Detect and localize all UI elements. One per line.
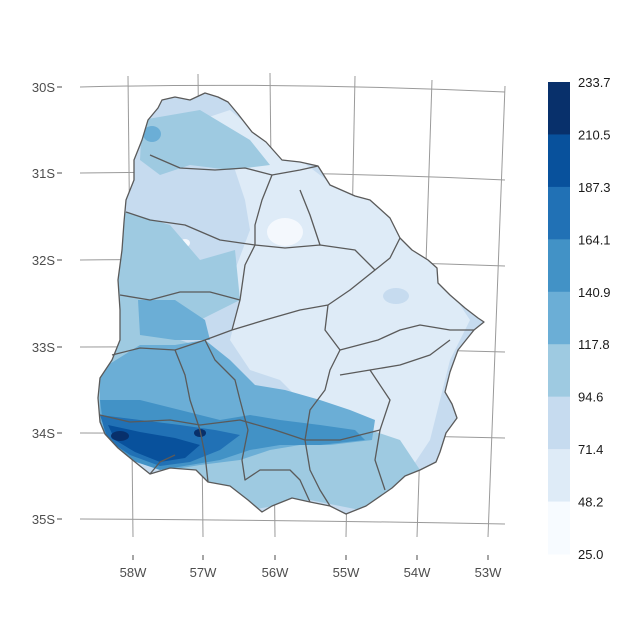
legend-swatch [548, 186, 570, 240]
lat-tick-label: 30S [32, 80, 55, 95]
graticule-line-35s [79, 518, 506, 525]
legend-break-label: 210.5 [578, 127, 611, 142]
contour-field [98, 93, 484, 514]
longitude-axis: 58W 57W 56W 55W 54W 53W [120, 555, 502, 580]
dept-boundary [174, 349, 201, 431]
legend-break-label: 233.7 [578, 75, 611, 90]
legend-swatch [548, 134, 570, 188]
lon-tick-label: 57W [190, 565, 217, 580]
legend-break-label: 117.8 [578, 337, 610, 352]
dept-boundary [299, 189, 321, 246]
legend-break-label: 71.4 [578, 442, 603, 457]
lon-tick-label: 55W [333, 565, 360, 580]
lon-tick-label: 58W [120, 565, 147, 580]
lon-tick-label: 53W [475, 565, 502, 580]
dept-boundary [304, 349, 341, 441]
legend-break-label: 94.6 [578, 390, 603, 405]
contour-band-48-71 [200, 110, 470, 470]
legend-swatch [548, 239, 570, 293]
legend-break-label: 25.0 [578, 547, 603, 562]
department-boundaries [97, 92, 485, 515]
dept-boundary [119, 291, 241, 301]
contour-band-117-140 [383, 288, 409, 304]
lat-tick-label: 31S [32, 166, 55, 181]
contour-band-187-210 [108, 425, 200, 462]
legend-swatch [548, 449, 570, 503]
contour-band-210-233 [111, 431, 129, 441]
legend-swatch [548, 291, 570, 345]
lat-tick-label: 34S [32, 426, 55, 441]
dept-boundary [304, 439, 331, 507]
graticule-line-53w [487, 85, 506, 538]
legend-break-label: 164.1 [578, 232, 611, 247]
graticule-line-30s [79, 84, 506, 93]
legend-swatch [548, 396, 570, 450]
country-outline [97, 92, 485, 515]
dept-boundary [339, 339, 451, 376]
contour-band-94-117 [140, 110, 270, 175]
dept-boundary [199, 429, 209, 483]
dept-boundary [125, 211, 256, 246]
dept-boundary [241, 429, 311, 503]
contour-band-140-164 [143, 126, 161, 142]
legend-break-label: 140.9 [578, 285, 611, 300]
lat-tick-label: 35S [32, 512, 55, 527]
dept-boundary [149, 454, 176, 475]
contour-band-117-140 [138, 300, 210, 340]
dept-boundary [149, 154, 319, 176]
contour-band-25-48 [267, 218, 303, 246]
lat-tick-label: 32S [32, 253, 55, 268]
legend-break-label: 187.3 [578, 180, 611, 195]
lon-tick-label: 54W [404, 565, 431, 580]
legend-swatch [548, 82, 570, 135]
legend-labels: 233.7 210.5 187.3 164.1 140.9 117.8 94.6 71.4 48… [578, 75, 611, 562]
lat-tick-label: 33S [32, 340, 55, 355]
legend-swatch [548, 344, 570, 398]
lon-tick-label: 56W [262, 565, 289, 580]
dept-boundary [99, 414, 381, 441]
legend-swatch [548, 501, 570, 555]
dept-boundary [254, 237, 401, 271]
dept-boundary [231, 269, 376, 331]
legend-colorbar [548, 81, 574, 555]
dept-boundary [204, 339, 249, 431]
latitude-axis: 30S 31S 32S 33S 34S 35S [32, 80, 62, 527]
legend-break-label: 48.2 [578, 495, 603, 510]
dept-boundary [324, 304, 474, 351]
legend: 233.7 210.5 187.3 164.1 140.9 117.8 94.6 71.4 48… [548, 75, 611, 562]
